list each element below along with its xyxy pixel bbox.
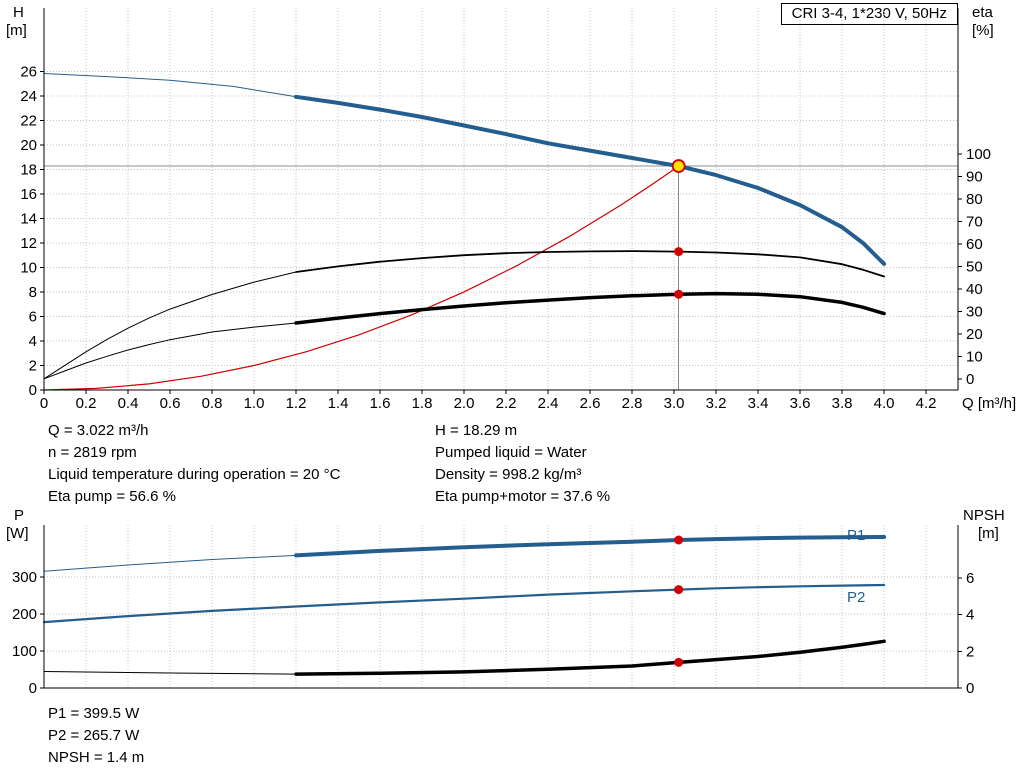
svg-text:50: 50 xyxy=(966,258,983,275)
svg-text:0.4: 0.4 xyxy=(118,395,139,412)
svg-text:6: 6 xyxy=(966,570,974,587)
svg-text:3.6: 3.6 xyxy=(790,395,811,412)
svg-text:1.2: 1.2 xyxy=(286,395,307,412)
q-axis-unit: Q [m³/h] xyxy=(962,395,1017,412)
svg-text:4.0: 4.0 xyxy=(874,395,895,412)
duty-annotations-left: Q = 3.022 m³/h n = 2819 rpm Liquid tempe… xyxy=(48,420,340,508)
svg-text:12: 12 xyxy=(20,235,37,252)
eta-axis-label: eta xyxy=(972,4,993,21)
svg-text:20: 20 xyxy=(20,137,37,154)
svg-text:0: 0 xyxy=(29,382,37,399)
svg-text:300: 300 xyxy=(12,569,37,586)
p-axis-label: P xyxy=(14,507,25,524)
svg-text:18: 18 xyxy=(20,162,37,179)
p2-series-label: P2 xyxy=(847,589,866,606)
svg-text:0: 0 xyxy=(40,395,48,412)
svg-text:2.2: 2.2 xyxy=(496,395,517,412)
svg-text:100: 100 xyxy=(966,146,991,163)
svg-text:90: 90 xyxy=(966,169,983,186)
h-axis-unit: [m] xyxy=(6,22,27,39)
pumped-liquid: Pumped liquid = Water xyxy=(435,444,587,461)
svg-text:4: 4 xyxy=(29,333,37,350)
svg-text:1.0: 1.0 xyxy=(244,395,265,412)
h-axis-label: H xyxy=(13,4,24,21)
svg-text:30: 30 xyxy=(966,303,983,320)
speed-value: n = 2819 rpm xyxy=(48,444,137,461)
p-axis-unit: [W] xyxy=(6,525,29,542)
svg-text:40: 40 xyxy=(966,281,983,298)
svg-text:10: 10 xyxy=(20,260,37,277)
svg-text:14: 14 xyxy=(20,211,37,228)
qh-eta-chart: 0 0.2 0.4 0.6 0.8 1.0 1.2 1.4 1.6 1.8 2.0 2.2 2.4 2.6… xyxy=(20,8,991,412)
svg-text:200: 200 xyxy=(12,606,37,623)
eta-pump-motor-value: Eta pump+motor = 37.6 % xyxy=(435,488,611,505)
svg-text:3.2: 3.2 xyxy=(706,395,727,412)
svg-text:6: 6 xyxy=(29,309,37,326)
svg-text:0: 0 xyxy=(29,680,37,697)
svg-text:0: 0 xyxy=(966,680,974,697)
svg-text:0.2: 0.2 xyxy=(76,395,97,412)
duty-annotations-right: H = 18.29 m Pumped liquid = Water Densit… xyxy=(435,420,610,508)
power-annotations: P1 = 399.5 W P2 = 265.7 W NPSH = 1.4 m xyxy=(48,703,144,769)
svg-text:4: 4 xyxy=(966,607,974,624)
svg-text:4.2: 4.2 xyxy=(916,395,937,412)
svg-text:26: 26 xyxy=(20,64,37,81)
svg-text:2.8: 2.8 xyxy=(622,395,643,412)
svg-text:2.0: 2.0 xyxy=(454,395,475,412)
svg-text:2: 2 xyxy=(966,643,974,660)
h-value: H = 18.29 m xyxy=(435,422,518,439)
p1-value: P1 = 399.5 W xyxy=(48,705,140,722)
pump-model-title: CRI 3-4, 1*230 V, 50Hz xyxy=(780,3,958,25)
svg-text:1.8: 1.8 xyxy=(412,395,433,412)
svg-text:22: 22 xyxy=(20,113,37,130)
svg-text:2: 2 xyxy=(29,358,37,375)
svg-text:3.0: 3.0 xyxy=(664,395,685,412)
svg-text:0.8: 0.8 xyxy=(202,395,223,412)
svg-text:70: 70 xyxy=(966,213,983,230)
power-npsh-chart: 0 100 200 300 0 2 4 6 xyxy=(12,525,974,697)
svg-text:24: 24 xyxy=(20,88,37,105)
npsh-value: NPSH = 1.4 m xyxy=(48,749,145,766)
svg-text:60: 60 xyxy=(966,236,983,253)
svg-text:1.4: 1.4 xyxy=(328,395,349,412)
svg-text:0: 0 xyxy=(966,371,974,388)
svg-text:2.4: 2.4 xyxy=(538,395,559,412)
svg-text:16: 16 xyxy=(20,186,37,203)
svg-text:1.6: 1.6 xyxy=(370,395,391,412)
q-value: Q = 3.022 m³/h xyxy=(48,422,149,439)
p2-value: P2 = 265.7 W xyxy=(48,727,140,744)
svg-text:8: 8 xyxy=(29,284,37,301)
npsh-axis-unit: [m] xyxy=(978,525,999,542)
svg-text:3.8: 3.8 xyxy=(832,395,853,412)
p1-series-label: P1 xyxy=(847,527,866,544)
svg-text:3.4: 3.4 xyxy=(748,395,769,412)
svg-text:100: 100 xyxy=(12,643,37,660)
svg-text:80: 80 xyxy=(966,191,983,208)
liquid-temperature: Liquid temperature during operation = 20… xyxy=(48,466,341,483)
eta-pump-value: Eta pump = 56.6 % xyxy=(48,488,176,505)
eta-axis-unit: [%] xyxy=(972,22,994,39)
svg-text:20: 20 xyxy=(966,326,983,343)
svg-text:10: 10 xyxy=(966,348,983,365)
npsh-axis-label: NPSH xyxy=(963,507,1005,524)
density-value: Density = 998.2 kg/m³ xyxy=(435,466,582,483)
svg-text:0.6: 0.6 xyxy=(160,395,181,412)
svg-text:2.6: 2.6 xyxy=(580,395,601,412)
